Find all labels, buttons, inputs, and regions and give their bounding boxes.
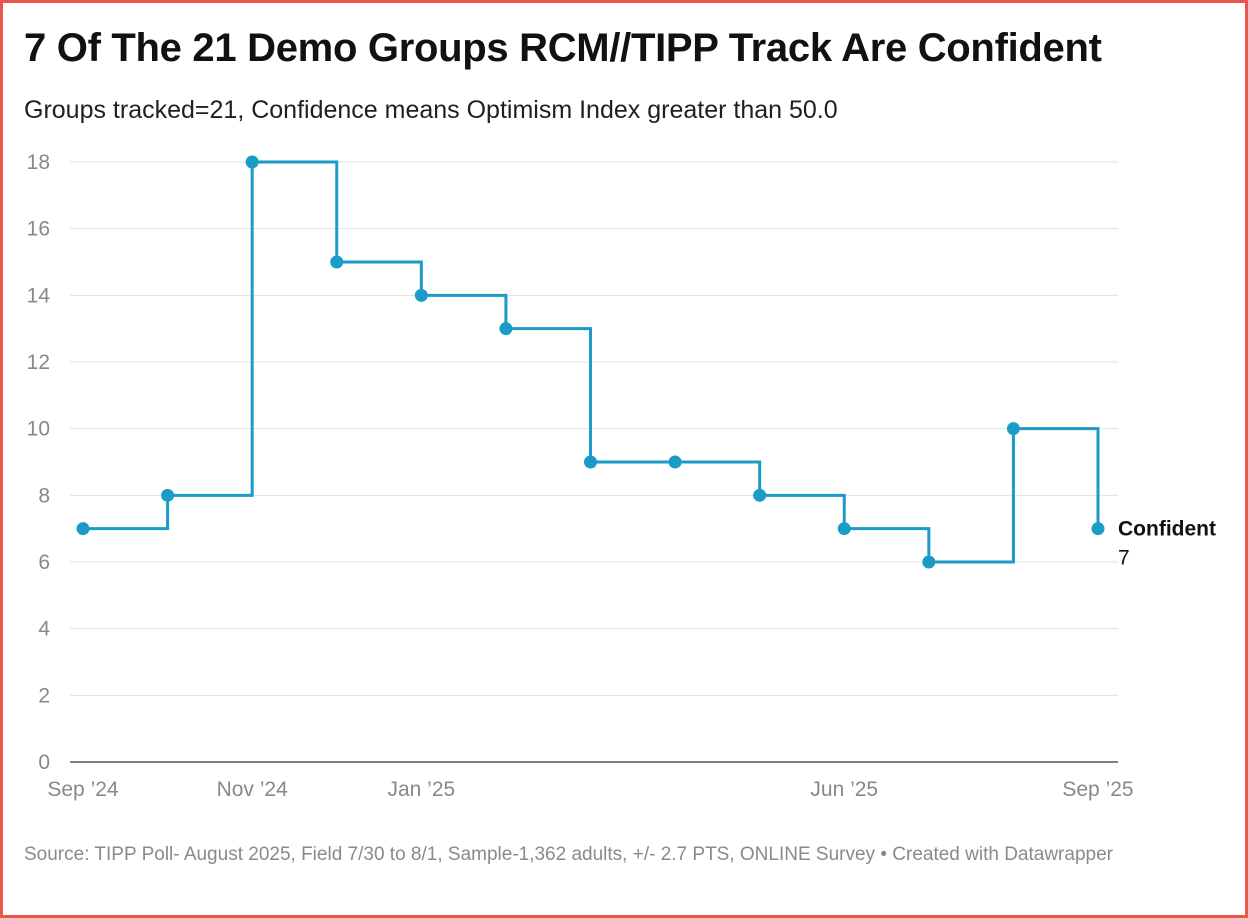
y-tick-label-18: 18 [27, 151, 50, 174]
data-point-7[interactable] [668, 455, 682, 469]
y-tick-label-8: 8 [38, 484, 50, 507]
y-tick-label-16: 16 [27, 218, 50, 241]
data-point-11[interactable] [1006, 422, 1020, 436]
x-tick-label-4: Sep ’25 [1062, 778, 1133, 801]
data-point-4[interactable] [414, 288, 428, 302]
y-tick-label-4: 4 [38, 618, 50, 641]
data-point-6[interactable] [584, 455, 597, 469]
data-point-2[interactable] [245, 155, 259, 169]
x-tick-label-2: Jan ’25 [387, 778, 455, 801]
y-tick-label-12: 12 [27, 351, 50, 374]
y-tick-label-6: 6 [38, 551, 50, 574]
y-tick-label-2: 2 [38, 684, 50, 707]
series-confident [76, 155, 1105, 569]
data-point-8[interactable] [753, 488, 767, 502]
series-line-confident [83, 160, 1100, 564]
chart-subtitle: Groups tracked=21, Confidence means Opti… [24, 96, 838, 124]
source-footer: Source: TIPP Poll- August 2025, Field 7/… [24, 844, 1113, 865]
x-tick-label-0: Sep ’24 [47, 778, 119, 801]
x-tick-label-3: Jun ’25 [810, 778, 878, 801]
data-point-9[interactable] [837, 522, 851, 536]
series-end-value: 7 [1118, 547, 1130, 570]
y-axis-ticks: 0 2 4 6 8 10 12 14 16 18 [27, 151, 51, 774]
data-point-1[interactable] [161, 488, 175, 502]
chart-title: 7 Of The 21 Demo Groups RCM//TIPP Track … [24, 26, 1102, 70]
x-axis-ticks: Sep ’24 Nov ’24 Jan ’25 Jun ’25 Sep ’25 [47, 778, 1133, 801]
data-point-5[interactable] [499, 322, 513, 336]
y-tick-label-10: 10 [27, 418, 50, 441]
y-tick-label-0: 0 [38, 751, 50, 774]
y-tick-label-14: 14 [27, 284, 51, 307]
data-point-10[interactable] [922, 555, 936, 569]
series-end-label: Confident [1118, 518, 1216, 541]
grid-lines [70, 161, 1118, 763]
data-point-12[interactable] [1091, 522, 1105, 536]
x-tick-label-1: Nov ’24 [217, 778, 289, 801]
data-point-3[interactable] [330, 255, 344, 269]
data-point-0[interactable] [76, 522, 90, 536]
series-end-labels: Confident 7 [1118, 518, 1216, 570]
